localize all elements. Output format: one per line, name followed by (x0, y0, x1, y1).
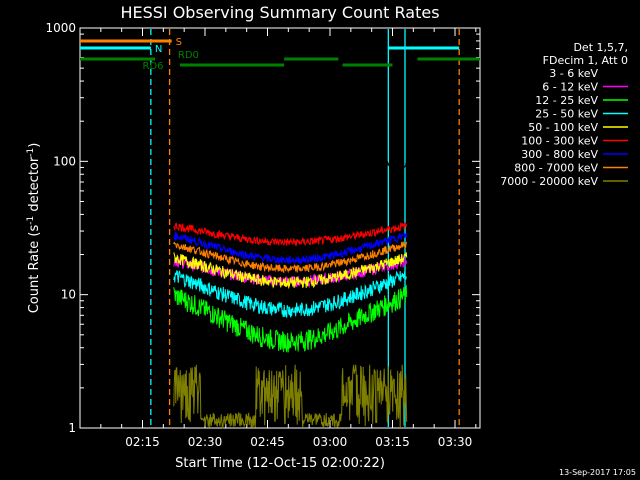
x-tick-label: 03:00 (313, 435, 348, 449)
y-tick-label: 1000 (45, 21, 76, 35)
flag-label-rd0: RD0 (178, 50, 199, 61)
plot-frame (79, 27, 481, 429)
x-tick-label: 02:30 (188, 435, 223, 449)
legend-header: Det 1,5,7, (573, 41, 628, 54)
legend-entry-label: 50 - 100 keV (528, 121, 598, 134)
flag-label-n: N (155, 44, 162, 55)
series-line (173, 284, 408, 353)
series-line (173, 252, 408, 290)
x-axis-label: Start Time (12-Oct-15 02:00:22) (175, 456, 385, 471)
x-tick-label: 03:30 (438, 435, 473, 449)
legend-entry-label: 6 - 12 keV (542, 81, 598, 94)
legend-entry-label: 300 - 800 keV (521, 148, 598, 161)
series-line (173, 364, 408, 430)
series-line (173, 270, 407, 318)
flag-label-rd6: RD6 (143, 61, 164, 72)
series-line (173, 241, 408, 274)
x-tick-label: 03:15 (375, 435, 410, 449)
series-line (173, 221, 408, 247)
legend-entry-label: 800 - 7000 keV (514, 162, 598, 175)
x-axis-ticks: 02:15 02:30 02:45 03:00 03:15 03:30 (100, 28, 477, 449)
legend-entry-label: 12 - 25 keV (535, 94, 598, 107)
y-axis-label: Count Rate (s-1 detector-1) (26, 143, 42, 314)
footer-timestamp: 13-Sep-2017 17:05 (559, 468, 636, 477)
legend-entry-label: 25 - 50 keV (535, 108, 598, 121)
vertical-markers (150, 29, 460, 427)
y-tick-label: 1 (68, 421, 76, 435)
x-tick-label: 02:15 (125, 435, 160, 449)
y-axis-ticks: 1 10 100 1000 (45, 21, 480, 435)
y-tick-label: 100 (53, 154, 76, 168)
series-line (173, 160, 408, 170)
legend-entry-label: 7000 - 20000 keV (500, 175, 598, 188)
y-tick-label: 10 (61, 288, 76, 302)
data-series (173, 160, 408, 430)
chart-title: HESSI Observing Summary Count Rates (120, 3, 439, 22)
state-flags: S N RD0 RD6 (80, 37, 480, 72)
legend-entry-label: 100 - 300 keV (521, 135, 598, 148)
legend-header: FDecim 1, Att 0 (543, 54, 628, 67)
flag-label-s: S (176, 37, 182, 48)
legend-entry-label: 3 - 6 keV (549, 67, 598, 80)
x-tick-label: 02:45 (250, 435, 285, 449)
series-line (173, 231, 408, 265)
